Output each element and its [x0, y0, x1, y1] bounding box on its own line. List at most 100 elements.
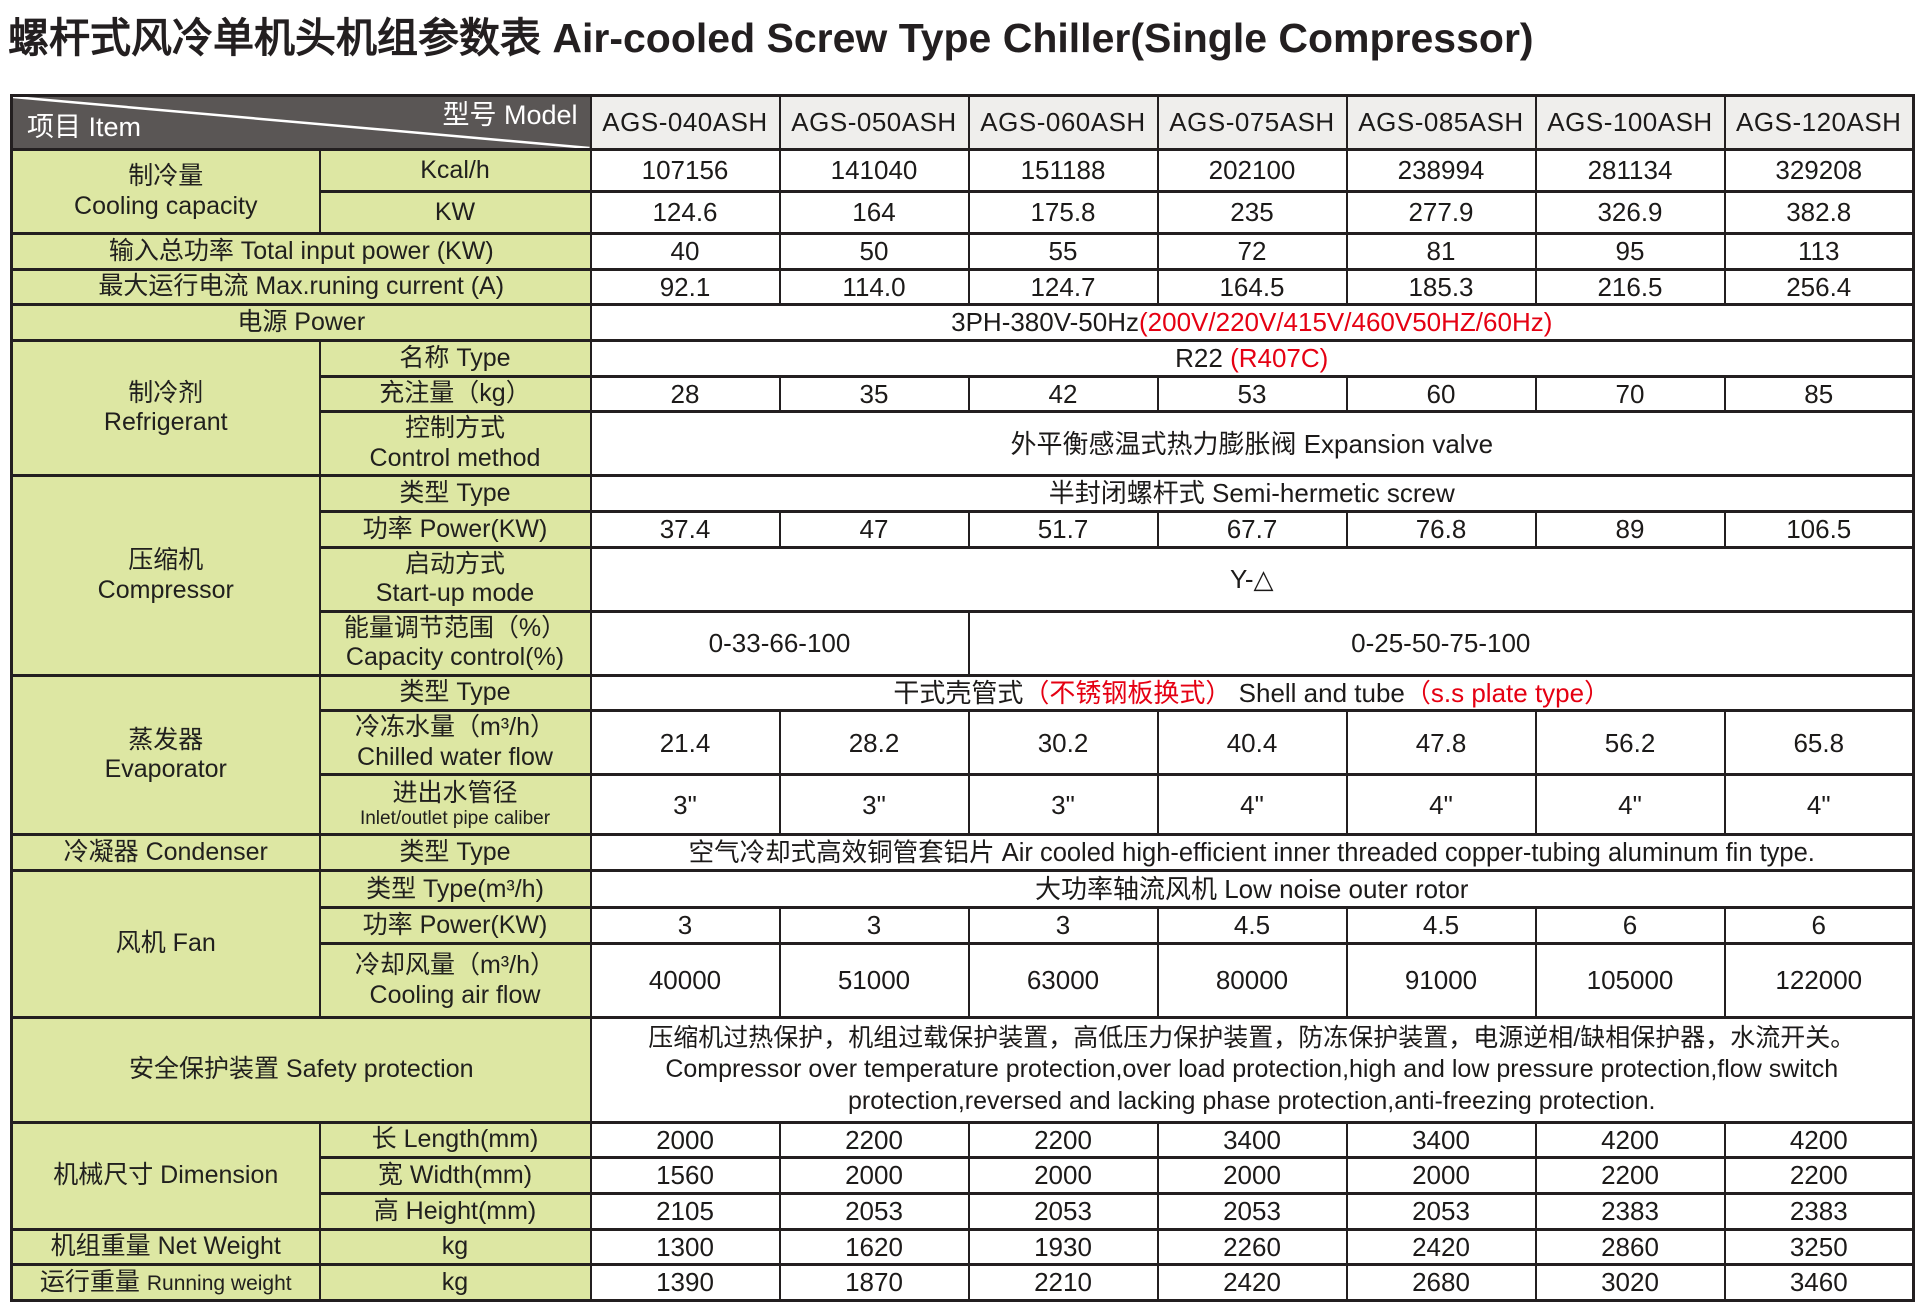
pipe-caliber-value-5: 4" — [1345, 773, 1537, 837]
row-safety: 安全保护装置 Safety protection 压缩机过热保护，机组过载保护装置… — [10, 1016, 1915, 1124]
power-supply-value-segment-1: (200V/220V/415V/460V50HZ/60Hz) — [1139, 307, 1553, 338]
control-method-label-line-1: Control method — [369, 443, 541, 472]
max-current-value-7: 256.4 — [1723, 267, 1915, 307]
fan-power-value-4: 4.5 — [1156, 906, 1348, 946]
refrigerant-charge-value-2: 35 — [778, 374, 970, 414]
row-cooling-kcal: 制冷量 Cooling capacity Kcal/h 107156 141040 151… — [10, 148, 1915, 235]
compressor-label: 压缩机 Compressor — [10, 474, 321, 677]
condenser-type-value: 空气冷却式高效铜管套铝片 Air cooled high-efficient i… — [589, 833, 1915, 873]
fan-power-value-1: 3 — [589, 906, 781, 946]
max-current-value-3: 124.7 — [967, 267, 1159, 307]
input-power-value-5: 81 — [1345, 232, 1537, 271]
capacity-control-large: 0-25-50-75-100 — [967, 609, 1915, 677]
dim-height-value-1: 2105 — [589, 1192, 781, 1231]
capacity-control-label-line-0: 能量调节范围（%） — [343, 613, 567, 642]
input-power-value-2: 50 — [778, 232, 970, 271]
max-current-value-6: 216.5 — [1534, 267, 1726, 307]
refrigerant-charge-value-6: 70 — [1534, 374, 1726, 414]
fan-type-label: 类型 Type(m³/h) — [318, 869, 592, 910]
dim-width-value-4: 2000 — [1156, 1156, 1348, 1196]
net-weight-value-4: 1930 — [967, 1227, 1159, 1267]
running-weight-value-5: 2420 — [1156, 1263, 1348, 1302]
refrigerant-charge-value-1: 28 — [589, 374, 781, 414]
chilled-water-flow-value-4: 40.4 — [1156, 709, 1348, 777]
row-max-current: 最大运行电流 Max.runing current (A) 92.1 114.0 12… — [10, 267, 1915, 307]
chilled-water-flow-label-line-1: Chilled water flow — [357, 742, 553, 771]
row-refrigerant-name: 制冷剂 Refrigerant 名称 Type R22 (R407C) — [10, 339, 1915, 478]
net-weight-value-5: 2260 — [1156, 1227, 1348, 1267]
compressor-power-value-4: 67.7 — [1156, 510, 1348, 549]
capacity-control-label: 能量调节范围（%） Capacity control(%) — [318, 609, 592, 677]
fan-power-label: 功率 Power(KW) — [318, 906, 592, 946]
cooling-kcal-value-5: 202100 — [1156, 148, 1348, 193]
running-weight-label-segment-0: 运行重量 — [39, 1268, 147, 1297]
cooling-kcal-value-7: 281134 — [1534, 148, 1726, 193]
running-weight-label-segment-1: Running weight — [146, 1272, 292, 1296]
max-current-value-5: 185.3 — [1345, 267, 1537, 307]
row-condenser-type: 冷凝器 Condenser 类型 Type 空气冷却式高效铜管套铝片 Air coo… — [10, 833, 1915, 873]
evaporator-type-value-segment-1: （不锈钢板换式） — [1023, 677, 1232, 708]
spec-table-body: 型号 Model 项目 Item AGS-040ASH AGS-050ASH A… — [10, 94, 1915, 1302]
dim-height-value-6: 2383 — [1534, 1192, 1726, 1231]
kcal-unit-label: Kcal/h — [318, 148, 592, 193]
evaporator-type-value: 干式壳管式（不锈钢板换式） Shell and tube（s.s plate t… — [589, 673, 1915, 713]
refrigerant-type-value: R22 (R407C) — [589, 339, 1915, 378]
running-weight-value-3: 1870 — [778, 1263, 970, 1302]
row-chilled-water-flow: 冷冻水量（m³/h） Chilled water flow 21.4 28.2 30.2… — [12, 709, 1915, 777]
compressor-power-value-1: 37.4 — [589, 510, 781, 549]
capacity-control-small: 0-33-66-100 — [589, 609, 970, 677]
safety-protection-value: 压缩机过热保护，机组过载保护装置，高低压力保护装置，防冻保护装置，电源逆相/缺相… — [589, 1016, 1915, 1124]
charge-label: 充注量（kg） — [318, 374, 592, 414]
power-supply-label: 电源 Power — [10, 303, 592, 343]
cooling-kcal-value-3: 141040 — [778, 148, 970, 193]
cooling-air-flow-value-6: 105000 — [1534, 942, 1726, 1020]
dim-width-value-5: 2000 — [1345, 1156, 1537, 1196]
cooling-kw-value-1: 124.6 — [589, 190, 781, 235]
cooling-capacity-label: 制冷量 Cooling capacity — [10, 148, 321, 235]
pipe-caliber-label-line-0: 进出水管径 — [392, 778, 518, 807]
dim-length-value-2: 2000 — [589, 1120, 781, 1160]
cooling-kw-value-5: 277.9 — [1345, 190, 1537, 235]
row-running-weight: 运行重量 Running weight kg 1390 1870 2210 2420 268… — [10, 1263, 1915, 1302]
chilled-water-flow-label-line-0: 冷冻水量（m³/h） — [354, 713, 555, 742]
safety-protection-value-line-0: 压缩机过热保护，机组过载保护装置，高低压力保护装置，防冻保护装置，电源逆相/缺相… — [648, 1024, 1856, 1053]
chilled-water-flow-value-3: 30.2 — [967, 709, 1159, 777]
net-weight-value-6: 2420 — [1345, 1227, 1537, 1267]
pipe-caliber-value-4: 4" — [1156, 773, 1348, 837]
item-header-label: 项目 Item — [27, 112, 142, 143]
model-col-ags-085ash: AGS-085ASH — [1345, 94, 1537, 151]
dim-length-value-5: 3400 — [1156, 1120, 1348, 1160]
cooling-air-flow-value-4: 80000 — [1156, 942, 1348, 1020]
startup-mode-label: 启动方式 Start-up mode — [318, 545, 592, 613]
startup-mode-label-line-1: Start-up mode — [375, 579, 535, 608]
row-compressor-type: 压缩机 Compressor 类型 Type 半封闭螺杆式 Semi-hermetic… — [10, 474, 1915, 677]
height-label: 高 Height(mm) — [318, 1192, 592, 1231]
diagonal-line — [15, 98, 587, 147]
refrigerant-type-value-segment-1: (R407C) — [1230, 343, 1329, 374]
row-startup-mode: 启动方式 Start-up mode Y-△ — [12, 545, 1915, 613]
cooling-air-flow-value-5: 91000 — [1345, 942, 1537, 1020]
max-current-value-1: 92.1 — [589, 267, 781, 307]
compressor-power-value-5: 76.8 — [1345, 510, 1537, 549]
capacity-control-label-line-1: Capacity control(%) — [345, 643, 565, 672]
compressor-power-value-7: 106.5 — [1723, 510, 1915, 549]
row-evaporator-type: 蒸发器 Evaporator 类型 Type 干式壳管式（不锈钢板换式） Shell … — [10, 673, 1915, 837]
max-running-current-label: 最大运行电流 Max.runing current (A) — [10, 267, 592, 307]
fan-power-value-5: 4.5 — [1345, 906, 1537, 946]
kw-unit-label: KW — [318, 190, 592, 235]
startup-mode-value: Y-△ — [589, 545, 1915, 613]
model-col-ags-050ash: AGS-050ASH — [778, 94, 970, 151]
cooling-kw-value-2: 164 — [778, 190, 970, 235]
refrigerant-type-value-segment-0: R22 — [1175, 343, 1231, 374]
running-weight-label: 运行重量 Running weight — [10, 1263, 321, 1302]
dim-width-value-2: 2000 — [778, 1156, 970, 1196]
model-col-ags-075ash: AGS-075ASH — [1156, 94, 1348, 151]
cooling-kcal-value-4: 151188 — [967, 148, 1159, 193]
dim-length-value-4: 2200 — [967, 1120, 1159, 1160]
cooling-air-flow-label-line-1: Cooling air flow — [369, 980, 541, 1009]
input-power-value-3: 55 — [967, 232, 1159, 271]
dim-height-value-7: 2383 — [1723, 1192, 1915, 1231]
refrigerant-label-line-0: 制冷剂 — [128, 378, 204, 407]
compressor-power-value-6: 89 — [1534, 510, 1726, 549]
dim-width-value-3: 2000 — [967, 1156, 1159, 1196]
